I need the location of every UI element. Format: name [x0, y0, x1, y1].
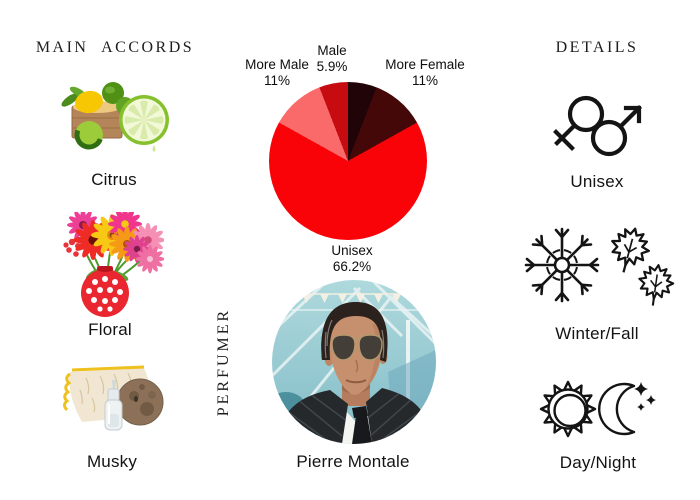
pie-label-unisex: Unisex 66.2%	[312, 243, 392, 274]
accord-label-musky: Musky	[86, 452, 138, 471]
flower-vase-photo	[52, 212, 164, 318]
male-symbol-icon	[590, 105, 642, 157]
pie-label-more-male: More Male 11%	[235, 57, 319, 88]
pie-label-more-male-pct: 11%	[263, 72, 291, 88]
pie-label-male-name: Male	[317, 43, 347, 58]
perfumer-name: Pierre Montale	[296, 452, 410, 471]
detail-label-winter-fall: Winter/Fall	[555, 324, 639, 343]
sun-icon	[539, 380, 597, 438]
perfumer-portrait-photo	[272, 280, 436, 444]
perfumer-heading: PERFUMER	[215, 307, 232, 417]
sun-moon-icon	[538, 377, 658, 441]
gender-pie-chart	[269, 82, 427, 240]
pie-label-more-male-name: More Male	[245, 57, 309, 72]
maple-leaf-icon	[634, 261, 677, 310]
snowflake-maple-leaf-icon	[510, 220, 682, 312]
maple-leaf-icon	[604, 222, 655, 279]
pie-label-more-female-name: More Female	[385, 57, 465, 72]
detail-label-day-night: Day/Night	[559, 453, 637, 472]
citrus-fruits-photo	[58, 78, 170, 154]
accord-label-floral: Floral	[88, 320, 132, 339]
main-accords-title: MAIN ACCORDS	[35, 39, 195, 56]
pie-label-male: Male 5.9%	[302, 43, 362, 74]
musk-fur-bottle-photo	[56, 358, 168, 438]
snowflake-icon	[524, 227, 600, 303]
moon-icon	[598, 382, 656, 436]
unisex-gender-icon	[547, 86, 653, 172]
pie-label-unisex-pct: 66.2%	[332, 258, 372, 274]
sparkle-icon	[634, 382, 656, 411]
pie-label-male-pct: 5.9%	[316, 58, 348, 74]
accord-label-citrus: Citrus	[91, 170, 137, 189]
details-title: DETAILS	[555, 39, 639, 56]
detail-label-unisex: Unisex	[570, 172, 624, 191]
female-symbol-icon	[553, 95, 605, 151]
pie-label-more-female: More Female 11%	[381, 57, 469, 88]
pie-label-more-female-pct: 11%	[411, 72, 439, 88]
pie-label-unisex-name: Unisex	[331, 243, 373, 258]
